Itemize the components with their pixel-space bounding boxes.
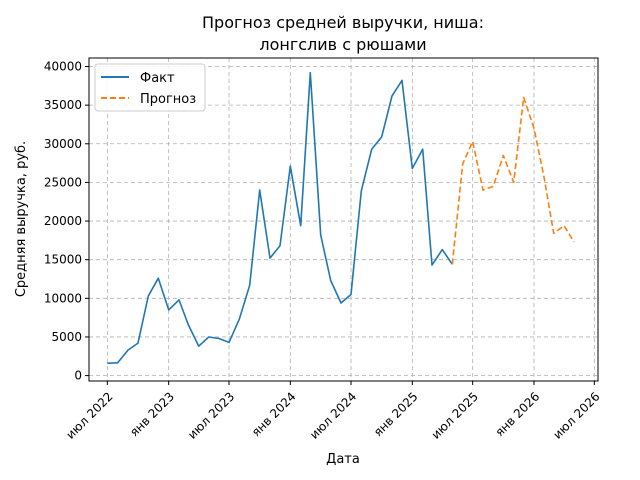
- x-tick-label: июл 2024: [307, 389, 359, 441]
- x-tick-label: янв 2025: [371, 389, 421, 439]
- y-tick-label: 30000: [44, 137, 82, 151]
- y-tick-label: 5000: [51, 330, 82, 344]
- plot-frame: [88, 57, 599, 382]
- grid: [89, 58, 598, 381]
- y-axis-ticks: 0 5000 10000 15000 20000 25000 30000 35000 40000: [44, 60, 89, 383]
- y-tick-label: 0: [74, 369, 82, 383]
- legend-label-forecast: Прогноз: [140, 92, 196, 107]
- x-tick-label: июл 2023: [185, 389, 237, 441]
- x-tick-label: июл 2026: [550, 389, 602, 441]
- legend-label-fact: Факт: [140, 71, 175, 86]
- x-tick-label: июл 2022: [63, 389, 115, 441]
- y-tick-label: 40000: [44, 60, 82, 74]
- series-lines: [107, 71, 575, 364]
- x-axis-label: Дата: [326, 452, 360, 467]
- y-axis-label: Средняя выручка, руб.: [14, 141, 29, 297]
- x-axis-ticks: июл 2022 янв 2023 июл 2023 янв 2024 июл 2024…: [63, 381, 603, 442]
- y-tick-label: 20000: [44, 214, 82, 228]
- chart-title-line-1: Прогноз средней выручки, ниша:: [202, 13, 484, 32]
- legend-box: [94, 63, 206, 112]
- y-tick-label: 15000: [44, 253, 82, 267]
- x-tick-label: янв 2026: [492, 389, 542, 439]
- x-tick-label: янв 2024: [249, 389, 299, 439]
- x-tick-label: июл 2025: [429, 389, 481, 441]
- legend: Факт Прогноз: [94, 63, 206, 112]
- y-tick-label: 35000: [44, 98, 82, 112]
- chart-title-line-2: лонгслив с рюшами: [259, 35, 426, 54]
- x-tick-label: янв 2023: [127, 389, 177, 439]
- y-tick-label: 25000: [44, 175, 82, 189]
- series-line-fact: [107, 71, 453, 364]
- y-tick-label: 10000: [44, 291, 82, 305]
- series-line-forecast: [451, 96, 575, 265]
